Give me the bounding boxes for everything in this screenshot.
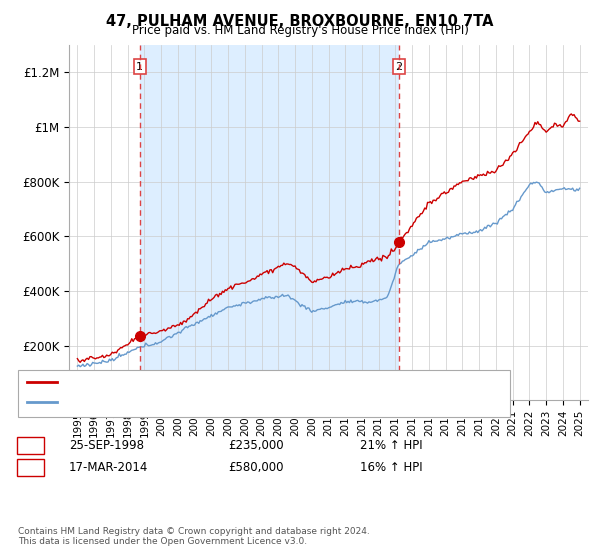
Text: 25-SEP-1998: 25-SEP-1998 bbox=[69, 438, 144, 452]
Text: 2: 2 bbox=[395, 62, 403, 72]
Text: Price paid vs. HM Land Registry's House Price Index (HPI): Price paid vs. HM Land Registry's House … bbox=[131, 24, 469, 36]
Text: £235,000: £235,000 bbox=[228, 438, 284, 452]
Text: 47, PULHAM AVENUE, BROXBOURNE, EN10 7TA: 47, PULHAM AVENUE, BROXBOURNE, EN10 7TA bbox=[106, 14, 494, 29]
Text: 21% ↑ HPI: 21% ↑ HPI bbox=[360, 438, 422, 452]
Text: HPI: Average price, detached house, Broxbourne: HPI: Average price, detached house, Brox… bbox=[63, 396, 329, 407]
Text: 17-MAR-2014: 17-MAR-2014 bbox=[69, 461, 148, 474]
Text: 1: 1 bbox=[26, 440, 34, 450]
Text: 47, PULHAM AVENUE, BROXBOURNE, EN10 7TA (detached house): 47, PULHAM AVENUE, BROXBOURNE, EN10 7TA … bbox=[63, 377, 421, 388]
Text: £580,000: £580,000 bbox=[228, 461, 284, 474]
Text: 2: 2 bbox=[26, 463, 34, 473]
Text: 1: 1 bbox=[136, 62, 143, 72]
Text: 16% ↑ HPI: 16% ↑ HPI bbox=[360, 461, 422, 474]
Text: Contains HM Land Registry data © Crown copyright and database right 2024.
This d: Contains HM Land Registry data © Crown c… bbox=[18, 526, 370, 546]
Bar bbox=[140, 45, 399, 400]
